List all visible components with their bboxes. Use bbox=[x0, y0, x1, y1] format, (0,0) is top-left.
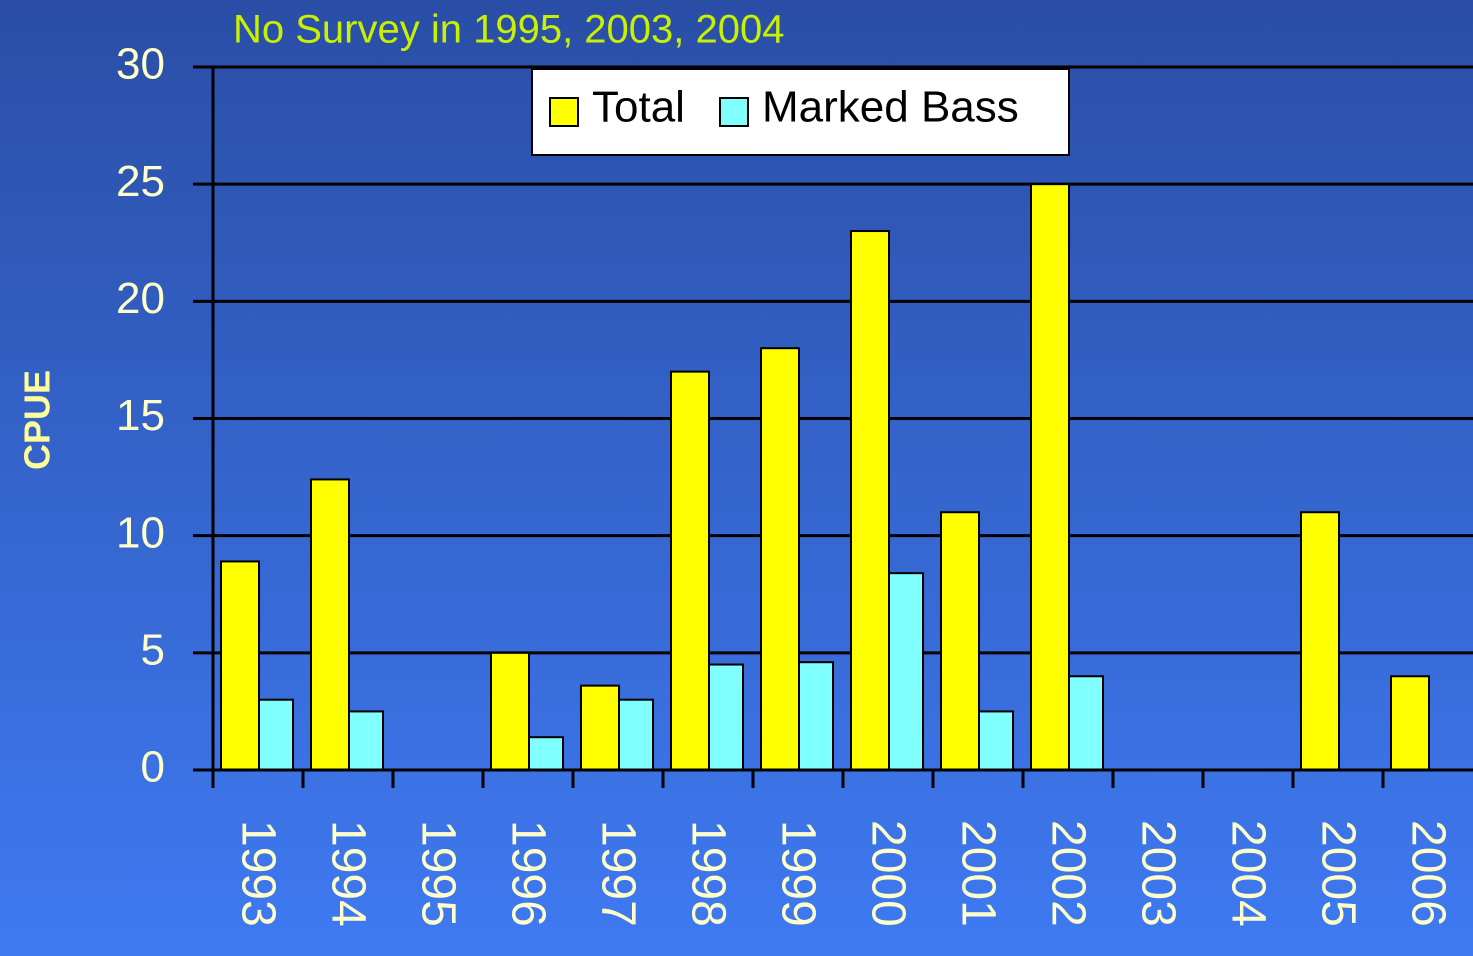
annotation: No Survey in 1995, 2003, 2004 bbox=[233, 8, 785, 52]
y-axis-label: CPUE bbox=[17, 370, 58, 470]
bar bbox=[1030, 183, 1070, 771]
y-tick-label: 0 bbox=[141, 743, 165, 792]
x-tick-label: 2006 bbox=[1401, 820, 1454, 927]
bar bbox=[220, 560, 260, 772]
y-tick-label: 25 bbox=[116, 157, 165, 206]
bar bbox=[798, 661, 834, 771]
bar bbox=[1068, 675, 1104, 771]
bar bbox=[760, 347, 800, 771]
x-tick-label: 2001 bbox=[951, 820, 1004, 927]
bar bbox=[258, 698, 294, 772]
y-tick-label: 10 bbox=[116, 508, 165, 557]
bar bbox=[708, 663, 744, 771]
bar bbox=[580, 684, 620, 772]
bar bbox=[850, 230, 890, 772]
x-tick-label: 1994 bbox=[321, 820, 374, 927]
x-tick-label: 1998 bbox=[681, 820, 734, 927]
bar bbox=[1390, 675, 1430, 771]
x-tick-label: 1995 bbox=[411, 820, 464, 927]
y-tick-label: 15 bbox=[116, 391, 165, 440]
y-tick-label: 30 bbox=[116, 40, 165, 89]
x-tick-label: 1996 bbox=[501, 820, 554, 927]
x-tick-label: 2004 bbox=[1221, 820, 1274, 927]
x-tick-label: 2005 bbox=[1311, 820, 1364, 927]
legend-swatch bbox=[549, 97, 579, 127]
bar bbox=[940, 511, 980, 771]
x-tick-label: 2003 bbox=[1131, 820, 1184, 927]
x-tick-label: 1993 bbox=[231, 820, 284, 927]
bar bbox=[528, 736, 564, 772]
bar bbox=[310, 478, 350, 771]
bar bbox=[490, 651, 530, 771]
y-tick-label: 20 bbox=[116, 274, 165, 323]
bar bbox=[1300, 511, 1340, 771]
x-tick-label: 2000 bbox=[861, 820, 914, 927]
legend-swatch bbox=[719, 97, 749, 127]
y-tick-label: 5 bbox=[141, 625, 165, 674]
bar bbox=[978, 710, 1014, 772]
bar bbox=[670, 370, 710, 771]
legend-label: Marked Bass bbox=[762, 83, 1019, 132]
legend-label: Total bbox=[592, 83, 685, 132]
legend-box bbox=[531, 68, 1070, 156]
bar bbox=[618, 698, 654, 772]
x-tick-label: 1997 bbox=[591, 820, 644, 927]
bar bbox=[888, 572, 924, 771]
x-tick-label: 1999 bbox=[771, 820, 824, 927]
x-tick-label: 2002 bbox=[1041, 820, 1094, 927]
bar bbox=[348, 710, 384, 772]
